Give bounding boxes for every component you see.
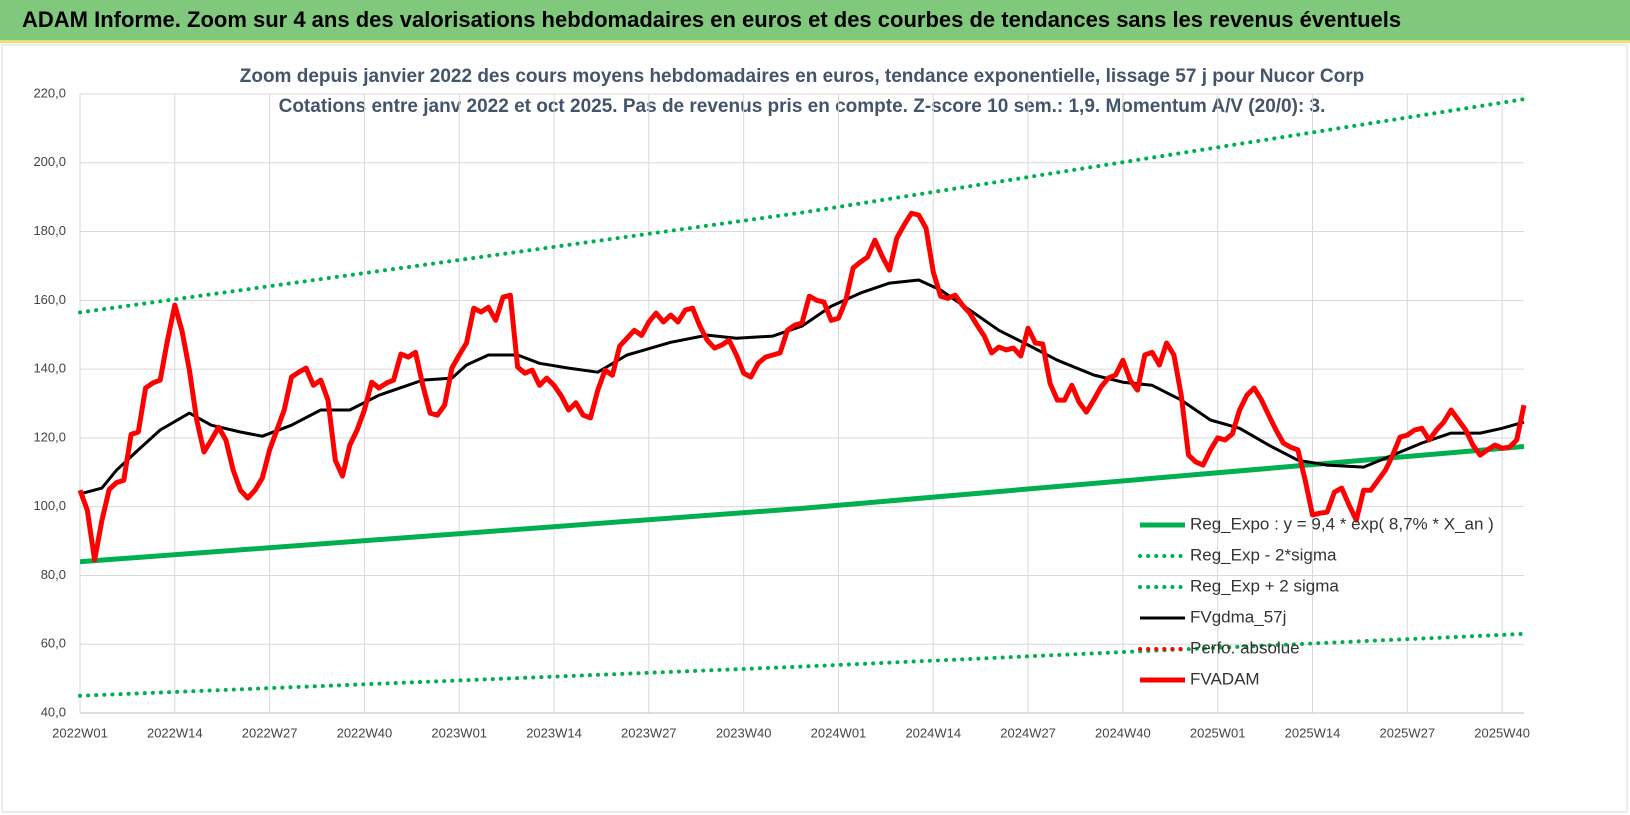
x-tick-label: 2023W40 bbox=[716, 725, 772, 740]
x-tick-label: 2025W14 bbox=[1285, 725, 1341, 740]
y-tick-label: 60,0 bbox=[41, 636, 66, 651]
x-tick-label: 2025W01 bbox=[1190, 725, 1246, 740]
legend-label: Perfo. absolue bbox=[1190, 638, 1300, 657]
y-tick-label: 40,0 bbox=[41, 704, 66, 719]
x-tick-label: 2023W27 bbox=[621, 725, 677, 740]
header-banner bbox=[0, 0, 1630, 40]
header-title: ADAM Informe. Zoom sur 4 ans des valoris… bbox=[22, 7, 1401, 32]
x-tick-label: 2024W01 bbox=[811, 725, 867, 740]
x-tick-label: 2022W40 bbox=[337, 725, 393, 740]
legend-label: Reg_Exp - 2*sigma bbox=[1190, 545, 1337, 564]
x-tick-label: 2023W01 bbox=[431, 725, 487, 740]
x-tick-label: 2024W40 bbox=[1095, 725, 1151, 740]
y-tick-label: 80,0 bbox=[41, 567, 66, 582]
x-tick-label: 2025W27 bbox=[1379, 725, 1435, 740]
series-line bbox=[78, 97, 1526, 315]
legend-label: FVADAM bbox=[1190, 669, 1260, 688]
x-tick-label: 2022W01 bbox=[52, 725, 108, 740]
y-tick-label: 120,0 bbox=[33, 429, 66, 444]
legend: Reg_Expo : y = 9,4 * exp( 8,7% * X_an ) R… bbox=[1138, 514, 1494, 688]
y-tick-label: 220,0 bbox=[33, 85, 66, 100]
x-tick-label: 2023W14 bbox=[526, 725, 582, 740]
y-tick-label: 160,0 bbox=[33, 292, 66, 307]
x-tick-label: 2024W27 bbox=[1000, 725, 1056, 740]
chart-frame bbox=[1, 44, 1628, 813]
x-tick-label: 2022W27 bbox=[242, 725, 298, 740]
x-tick-label: 2025W40 bbox=[1474, 725, 1530, 740]
series-line bbox=[77, 210, 1527, 563]
y-tick-label: 140,0 bbox=[33, 361, 66, 376]
x-tick-label: 2022W14 bbox=[147, 725, 203, 740]
legend-label: FVgdma_57j bbox=[1190, 607, 1286, 626]
legend-label: Reg_Exp + 2 sigma bbox=[1190, 576, 1339, 595]
chart-title: Zoom depuis janvier 2022 des cours moyen… bbox=[240, 66, 1365, 87]
y-tick-label: 180,0 bbox=[33, 223, 66, 238]
plot bbox=[77, 97, 1527, 698]
header-rule bbox=[0, 40, 1630, 43]
series-line bbox=[78, 631, 1526, 698]
y-tick-label: 100,0 bbox=[33, 498, 66, 513]
y-tick-label: 200,0 bbox=[33, 154, 66, 169]
grid: 40,0 60,0 80,0 100,0 120,0 140,0 160,0 180,0 200… bbox=[33, 85, 1529, 740]
x-tick-label: 2024W14 bbox=[905, 725, 961, 740]
chart-subtitle: Cotations entre janv 2022 et oct 2025. P… bbox=[279, 96, 1326, 117]
series-line bbox=[79, 444, 1525, 565]
legend-label: Reg_Expo : y = 9,4 * exp( 8,7% * X_an ) bbox=[1190, 514, 1494, 533]
